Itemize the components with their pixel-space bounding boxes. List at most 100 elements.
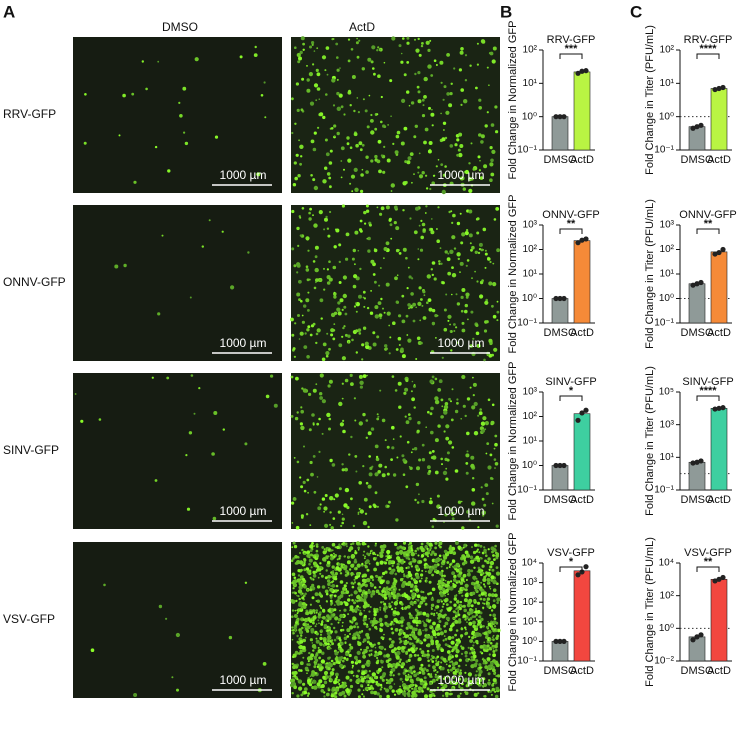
cell	[291, 626, 294, 629]
cell	[347, 598, 351, 602]
cell	[441, 356, 444, 359]
cell	[491, 353, 494, 357]
cell	[312, 214, 314, 217]
cell	[356, 97, 359, 99]
cell	[366, 125, 370, 129]
cell	[334, 651, 339, 656]
cell	[425, 577, 428, 580]
cell	[361, 671, 366, 676]
cell	[461, 374, 466, 380]
cell	[335, 589, 337, 591]
cell	[318, 98, 321, 100]
cell	[469, 242, 472, 245]
cell	[357, 511, 360, 514]
cell	[293, 264, 297, 268]
cell	[333, 626, 336, 630]
cell	[383, 654, 387, 658]
cell	[376, 335, 380, 339]
cell	[436, 599, 441, 604]
cell	[386, 472, 390, 476]
cell	[427, 149, 432, 154]
cell	[458, 618, 462, 622]
cell	[491, 636, 494, 639]
cell	[341, 517, 345, 521]
cell	[362, 589, 366, 593]
cell	[374, 127, 378, 131]
cell	[473, 401, 478, 407]
cell	[309, 681, 312, 684]
cell	[337, 651, 340, 653]
cell	[333, 311, 338, 315]
cell	[446, 458, 450, 462]
cell	[390, 190, 393, 192]
cell	[444, 621, 449, 626]
cell	[413, 230, 418, 235]
cell	[478, 106, 483, 110]
cell	[361, 562, 364, 566]
cell	[366, 568, 370, 572]
cell	[440, 415, 444, 419]
cell	[475, 659, 479, 663]
cell	[353, 573, 355, 576]
cell	[415, 552, 417, 555]
significance-bracket	[559, 395, 583, 401]
cell	[486, 669, 489, 671]
cell	[349, 609, 351, 612]
cell	[83, 141, 87, 145]
cell	[458, 152, 463, 158]
cell	[489, 162, 494, 167]
x-tick-label: DMSO	[544, 327, 577, 339]
cell	[353, 167, 358, 172]
cell	[472, 394, 475, 397]
cell	[443, 308, 447, 312]
cell	[296, 108, 300, 112]
cell	[335, 672, 339, 677]
cell	[342, 326, 345, 330]
cell	[451, 293, 453, 296]
cell	[401, 646, 405, 650]
cell	[454, 541, 459, 545]
cell	[377, 415, 380, 418]
cell	[305, 636, 307, 639]
cell	[431, 218, 433, 220]
cell	[304, 592, 307, 596]
cell	[474, 543, 478, 547]
cell	[477, 673, 480, 676]
data-point	[579, 410, 585, 416]
cell	[375, 557, 378, 559]
micrograph	[73, 37, 282, 193]
cell	[480, 573, 483, 577]
cell	[314, 671, 318, 675]
cell	[344, 487, 350, 493]
cell	[401, 593, 405, 597]
cell	[486, 572, 489, 575]
cell	[432, 632, 437, 637]
cell	[297, 679, 303, 684]
cell	[441, 281, 445, 285]
cell	[364, 591, 368, 595]
cell	[442, 590, 447, 595]
cell	[494, 593, 498, 598]
cell	[320, 317, 323, 320]
cell	[302, 480, 306, 484]
cell	[376, 554, 379, 557]
cell	[450, 511, 455, 517]
cell	[388, 602, 391, 605]
cell	[426, 649, 430, 653]
y-tick-label: 10⁻¹	[517, 145, 537, 156]
cell	[335, 228, 340, 233]
cell	[427, 548, 430, 551]
cell	[311, 542, 314, 545]
cell	[411, 181, 413, 184]
cell	[416, 624, 419, 627]
cell	[372, 273, 376, 276]
cell	[469, 617, 473, 620]
cell	[440, 666, 445, 671]
cell	[370, 595, 373, 598]
cell	[444, 583, 449, 588]
cell	[309, 588, 313, 592]
cell	[428, 500, 433, 505]
cell	[485, 320, 489, 324]
cell	[311, 642, 314, 644]
significance-bracket	[559, 53, 583, 59]
